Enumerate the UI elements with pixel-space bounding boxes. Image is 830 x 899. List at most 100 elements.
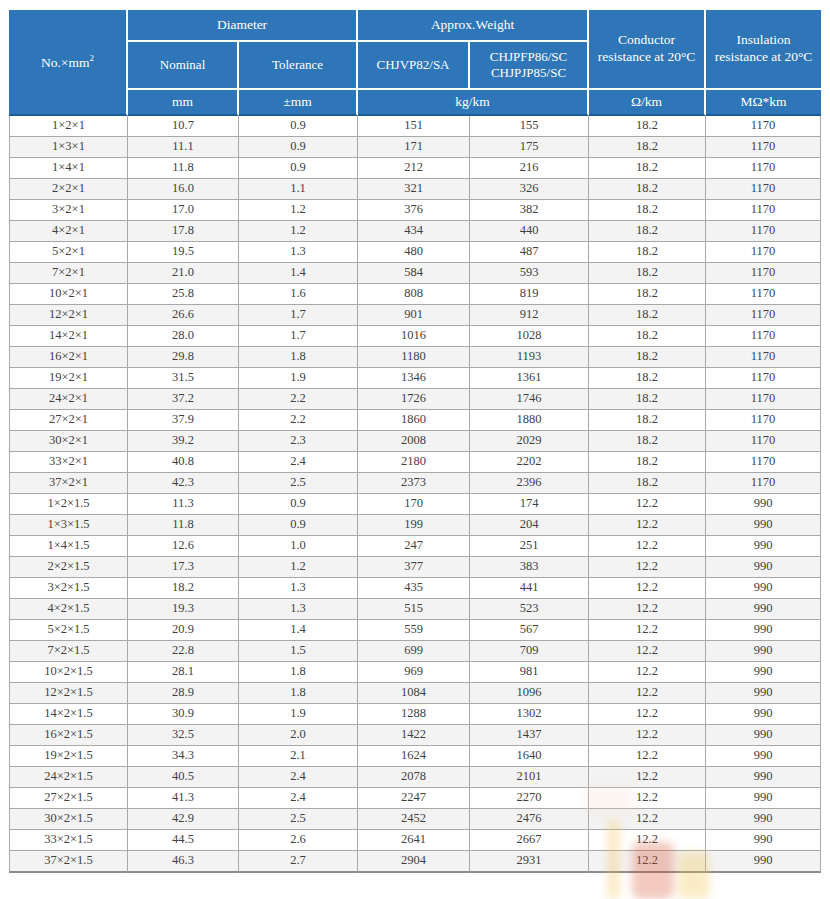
table-row: 1×2×1.511.30.917017412.2990 (9, 494, 821, 515)
cell-insulation-resistance: 990 (706, 851, 821, 873)
table-row: 33×2×1.544.52.62641266712.2990 (9, 830, 821, 851)
cell-insulation-resistance: 1170 (706, 137, 821, 158)
header-weight-type-b-line1: CHJPFP86/SC (473, 49, 584, 65)
cell-nominal: 41.3 (128, 788, 239, 809)
cell-nominal: 32.5 (128, 725, 239, 746)
cell-weight-b: 1746 (470, 389, 589, 410)
cell-nominal: 19.5 (128, 242, 239, 263)
cell-weight-a: 321 (358, 179, 470, 200)
cell-weight-b: 2396 (470, 473, 589, 494)
table-header: No.×mm2 Diameter Approx.Weight Conductor… (9, 10, 821, 116)
table-row: 7×2×1.522.81.569970912.2990 (9, 641, 821, 662)
cell-insulation-resistance: 990 (706, 662, 821, 683)
cell-nominal: 39.2 (128, 431, 239, 452)
cell-weight-b: 593 (470, 263, 589, 284)
cell-insulation-resistance: 990 (706, 767, 821, 788)
cell-tolerance: 2.4 (239, 788, 358, 809)
cell-insulation-resistance: 990 (706, 578, 821, 599)
cell-no: 27×2×1 (9, 410, 128, 431)
cell-weight-a: 901 (358, 305, 470, 326)
cell-no: 5×2×1.5 (9, 620, 128, 641)
table-row: 1×4×111.80.921221618.21170 (9, 158, 821, 179)
cell-weight-a: 2373 (358, 473, 470, 494)
cell-nominal: 11.1 (128, 137, 239, 158)
table-row: 4×2×117.81.243444018.21170 (9, 221, 821, 242)
cell-conductor-resistance: 18.2 (589, 389, 706, 410)
cell-no: 1×4×1.5 (9, 536, 128, 557)
cell-no: 33×2×1.5 (9, 830, 128, 851)
cell-conductor-resistance: 12.2 (589, 515, 706, 536)
header-insulation-resistance: Insulation resistance at 20°C (706, 10, 821, 90)
cell-conductor-resistance: 18.2 (589, 347, 706, 368)
cell-weight-b: 155 (470, 116, 589, 137)
cell-no: 4×2×1 (9, 221, 128, 242)
cell-insulation-resistance: 1170 (706, 389, 821, 410)
cell-weight-a: 2904 (358, 851, 470, 873)
cell-tolerance: 1.5 (239, 641, 358, 662)
cell-weight-a: 171 (358, 137, 470, 158)
cell-weight-a: 1180 (358, 347, 470, 368)
cell-tolerance: 0.9 (239, 116, 358, 137)
cell-no: 2×2×1.5 (9, 557, 128, 578)
cell-no: 1×4×1 (9, 158, 128, 179)
header-no-mm2-label: No.×mm (41, 54, 90, 69)
cell-weight-a: 1346 (358, 368, 470, 389)
cell-no: 24×2×1 (9, 389, 128, 410)
table-body: 1×2×110.70.915115518.211701×3×111.10.917… (9, 116, 821, 873)
cell-weight-b: 981 (470, 662, 589, 683)
table-row: 14×2×128.01.71016102818.21170 (9, 326, 821, 347)
cell-insulation-resistance: 990 (706, 641, 821, 662)
cell-nominal: 30.9 (128, 704, 239, 725)
table-row: 1×2×110.70.915115518.21170 (9, 116, 821, 137)
cell-weight-b: 487 (470, 242, 589, 263)
cell-nominal: 11.8 (128, 158, 239, 179)
cell-conductor-resistance: 18.2 (589, 410, 706, 431)
cell-weight-b: 2029 (470, 431, 589, 452)
table-row: 27×2×1.541.32.42247227012.2990 (9, 788, 821, 809)
cell-weight-b: 1096 (470, 683, 589, 704)
cell-no: 14×2×1 (9, 326, 128, 347)
cell-weight-b: 440 (470, 221, 589, 242)
header-weight-type-b: CHJPFP86/SC CHJPJP85/SC (470, 42, 589, 90)
header-conductor-resistance: Conductor resistance at 20°C (589, 10, 706, 90)
table-row: 37×2×142.32.52373239618.21170 (9, 473, 821, 494)
cell-tolerance: 2.3 (239, 431, 358, 452)
cell-weight-a: 584 (358, 263, 470, 284)
cell-conductor-resistance: 12.2 (589, 683, 706, 704)
cell-conductor-resistance: 12.2 (589, 809, 706, 830)
table-row: 10×2×125.81.680881918.21170 (9, 284, 821, 305)
cell-weight-a: 480 (358, 242, 470, 263)
cell-tolerance: 0.9 (239, 494, 358, 515)
cell-nominal: 46.3 (128, 851, 239, 873)
cell-conductor-resistance: 18.2 (589, 158, 706, 179)
cell-nominal: 28.0 (128, 326, 239, 347)
cell-conductor-resistance: 18.2 (589, 368, 706, 389)
unit-mm: mm (128, 90, 239, 116)
cell-weight-a: 559 (358, 620, 470, 641)
header-no-mm2: No.×mm2 (9, 10, 128, 116)
cell-tolerance: 1.2 (239, 557, 358, 578)
cell-weight-a: 2008 (358, 431, 470, 452)
cell-nominal: 11.8 (128, 515, 239, 536)
cell-weight-a: 1288 (358, 704, 470, 725)
cell-tolerance: 0.9 (239, 137, 358, 158)
cell-no: 4×2×1.5 (9, 599, 128, 620)
cell-insulation-resistance: 1170 (706, 473, 821, 494)
cell-no: 19×2×1 (9, 368, 128, 389)
unit-ohm-km: Ω/km (589, 90, 706, 116)
cell-insulation-resistance: 990 (706, 809, 821, 830)
cell-weight-b: 1302 (470, 704, 589, 725)
cell-weight-a: 808 (358, 284, 470, 305)
cell-no: 33×2×1 (9, 452, 128, 473)
cell-weight-a: 2452 (358, 809, 470, 830)
cell-weight-a: 2078 (358, 767, 470, 788)
cell-no: 5×2×1 (9, 242, 128, 263)
cell-weight-a: 1422 (358, 725, 470, 746)
cell-insulation-resistance: 990 (706, 515, 821, 536)
cell-no: 10×2×1 (9, 284, 128, 305)
cell-tolerance: 1.8 (239, 347, 358, 368)
cell-no: 12×2×1 (9, 305, 128, 326)
cell-weight-b: 441 (470, 578, 589, 599)
cell-nominal: 31.5 (128, 368, 239, 389)
cell-weight-b: 819 (470, 284, 589, 305)
